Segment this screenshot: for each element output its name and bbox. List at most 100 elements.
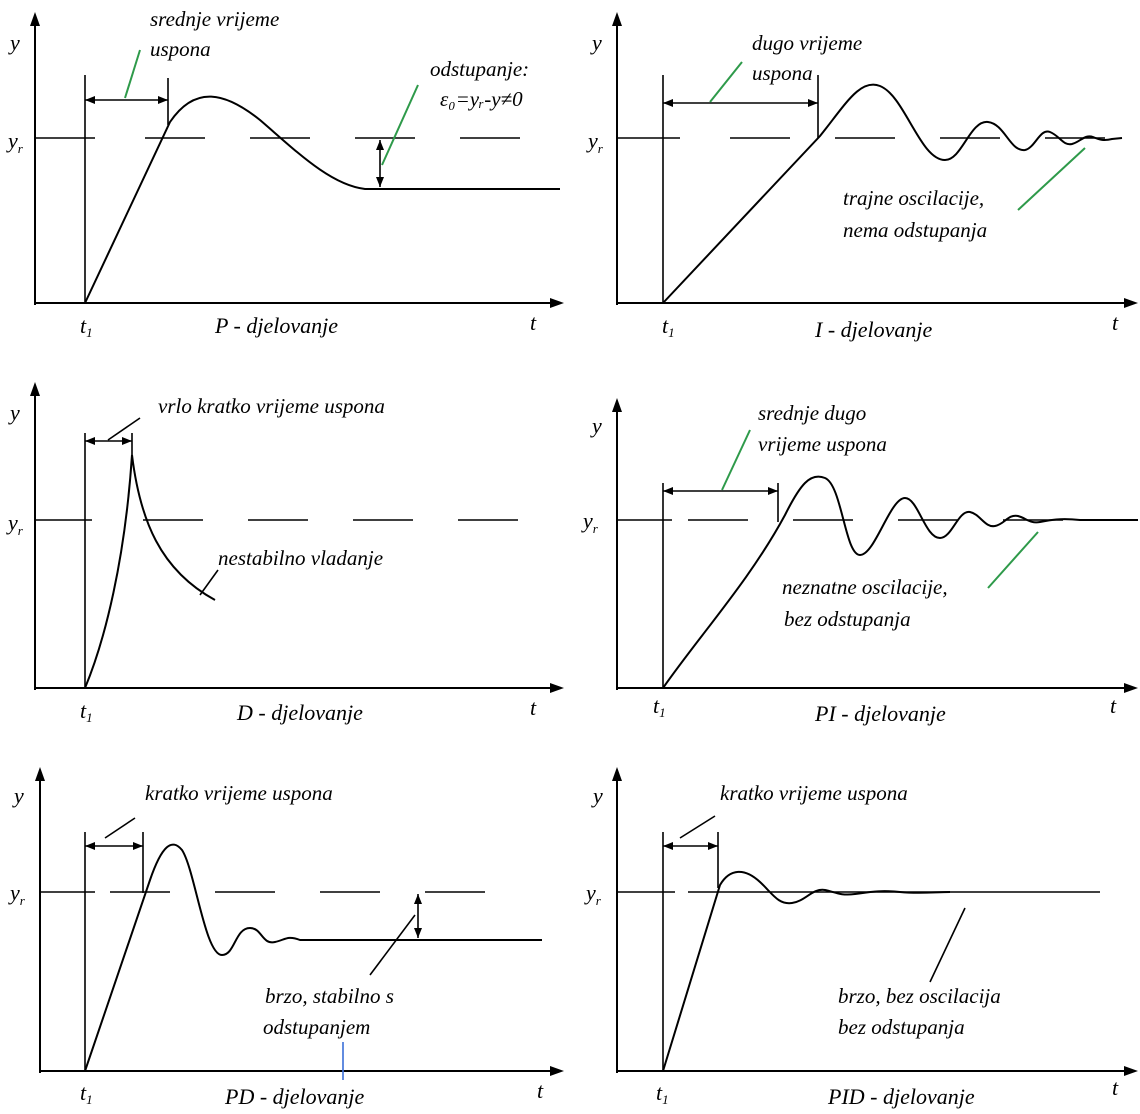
t-axis-label: t xyxy=(537,1078,544,1103)
yr-label: yr xyxy=(6,510,24,538)
note-annotation-2: bez odstupanja xyxy=(838,1015,965,1039)
panel-p: y t t1 yr srednje vrijeme uspona odstupa… xyxy=(6,7,564,340)
t1-label: t1 xyxy=(80,313,93,340)
t-axis-label: t xyxy=(1112,1075,1119,1100)
yr-label: yr xyxy=(584,880,602,908)
arrowhead xyxy=(85,437,95,445)
arrowhead xyxy=(808,99,818,107)
response-curve xyxy=(662,83,1123,304)
rise-annotation-1: srednje vrijeme xyxy=(150,7,279,31)
note-annotation-1: trajne oscilacije, xyxy=(843,186,984,210)
panel-title: PI - djelovanje xyxy=(814,701,946,726)
note-annotation-1: brzo, stabilno s xyxy=(265,984,394,1008)
t-axis-arrow xyxy=(550,298,564,308)
t-axis-arrow xyxy=(1124,683,1138,693)
y-axis-arrow xyxy=(612,12,622,26)
rise-annotation-2: uspona xyxy=(752,61,813,85)
note-annotation-2: nema odstupanja xyxy=(843,218,987,242)
arrowhead xyxy=(708,842,718,850)
yr-label: yr xyxy=(8,880,26,908)
arrowhead xyxy=(768,487,778,495)
y-axis-label: y xyxy=(590,30,602,55)
response-curve xyxy=(662,870,951,1072)
rise-leader-line xyxy=(721,429,751,491)
y-axis-arrow xyxy=(612,398,622,412)
arrowhead xyxy=(85,96,95,104)
t-axis-label: t xyxy=(530,695,537,720)
panel-title: D - djelovanje xyxy=(236,700,363,725)
arrowhead xyxy=(663,842,673,850)
rise-annotation-1: srednje dugo xyxy=(758,401,866,425)
panel-title: PID - djelovanje xyxy=(827,1084,975,1109)
rise-leader-line xyxy=(124,49,141,99)
note-leader-line xyxy=(199,569,219,596)
arrowhead xyxy=(122,437,132,445)
t-axis-arrow xyxy=(1124,1066,1138,1076)
arrowhead xyxy=(133,842,143,850)
t-axis-arrow xyxy=(550,683,564,693)
arrowhead xyxy=(663,99,673,107)
note-leader-line xyxy=(929,907,966,983)
y-axis-label: y xyxy=(591,783,603,808)
note-leader-line xyxy=(1017,147,1086,211)
y-axis-label: y xyxy=(8,30,20,55)
rise-leader-line xyxy=(107,417,141,441)
rise-leader-line xyxy=(709,61,743,103)
response-curve xyxy=(84,454,216,689)
panel-title: P - djelovanje xyxy=(214,313,338,338)
deviation-leader-line xyxy=(369,914,416,976)
t1-label: t1 xyxy=(662,313,675,340)
yr-label: yr xyxy=(586,128,604,156)
rise-annotation-1: dugo vrijeme xyxy=(752,31,862,55)
note-leader-line xyxy=(987,531,1039,589)
t1-label: t1 xyxy=(80,1080,93,1107)
panel-i: y t t1 yr dugo vrijeme uspona trajne osc… xyxy=(586,12,1138,342)
deviation-leader-line xyxy=(381,84,419,166)
arrowhead xyxy=(376,177,384,187)
arrowhead xyxy=(663,487,673,495)
t-axis-label: t xyxy=(1112,310,1119,335)
arrowhead xyxy=(414,894,422,904)
yr-label: yr xyxy=(581,508,599,536)
yr-label: yr xyxy=(6,128,24,156)
rise-annotation-2: uspona xyxy=(150,37,211,61)
t-axis-arrow xyxy=(550,1066,564,1076)
y-axis-label: y xyxy=(12,783,24,808)
rise-leader-line xyxy=(104,817,136,839)
y-axis-label: y xyxy=(8,400,20,425)
note-annotation-1: neznatne oscilacije, xyxy=(782,575,948,599)
y-axis-label: y xyxy=(590,413,602,438)
arrowhead xyxy=(85,842,95,850)
arrowhead xyxy=(158,96,168,104)
note-annotation: nestabilno vladanje xyxy=(218,546,383,570)
response-curve xyxy=(84,95,560,304)
t-axis-label: t xyxy=(530,310,537,335)
y-axis-arrow xyxy=(612,767,622,781)
note-annotation-2: bez odstupanja xyxy=(784,607,911,631)
t-axis-label: t xyxy=(1110,693,1117,718)
y-axis-arrow xyxy=(35,767,45,781)
t1-label: t1 xyxy=(653,693,666,720)
arrowhead xyxy=(414,928,422,938)
deviation-annotation-1: odstupanje: xyxy=(430,57,529,81)
response-curve xyxy=(662,475,1138,689)
rise-annotation: kratko vrijeme uspona xyxy=(145,781,333,805)
panel-d: y t t1 yr vrlo kratko vrijeme uspona nes… xyxy=(6,382,564,725)
rise-annotation: kratko vrijeme uspona xyxy=(720,781,908,805)
panel-title: PD - djelovanje xyxy=(224,1084,365,1109)
panel-pi: y t t1 yr srednje dugo vrijeme uspona ne… xyxy=(581,398,1138,726)
arrowhead xyxy=(376,140,384,150)
note-annotation-1: brzo, bez oscilacija xyxy=(838,984,1001,1008)
t1-label: t1 xyxy=(80,698,93,725)
rise-annotation: vrlo kratko vrijeme uspona xyxy=(158,394,385,418)
panel-title: I - djelovanje xyxy=(814,317,933,342)
response-curve xyxy=(84,843,542,1072)
t1-label: t1 xyxy=(656,1080,669,1107)
panel-pid: y t t1 yr kratko vrijeme uspona brzo, be… xyxy=(584,767,1138,1109)
t-axis-arrow xyxy=(1124,298,1138,308)
y-axis-arrow xyxy=(30,12,40,26)
deviation-annotation-2: ε₀=yᵣ-y≠0 xyxy=(440,87,523,111)
rise-annotation-2: vrijeme uspona xyxy=(758,432,887,456)
panel-pd: y t t1 yr kratko vrijeme uspona brzo, st… xyxy=(8,767,564,1109)
